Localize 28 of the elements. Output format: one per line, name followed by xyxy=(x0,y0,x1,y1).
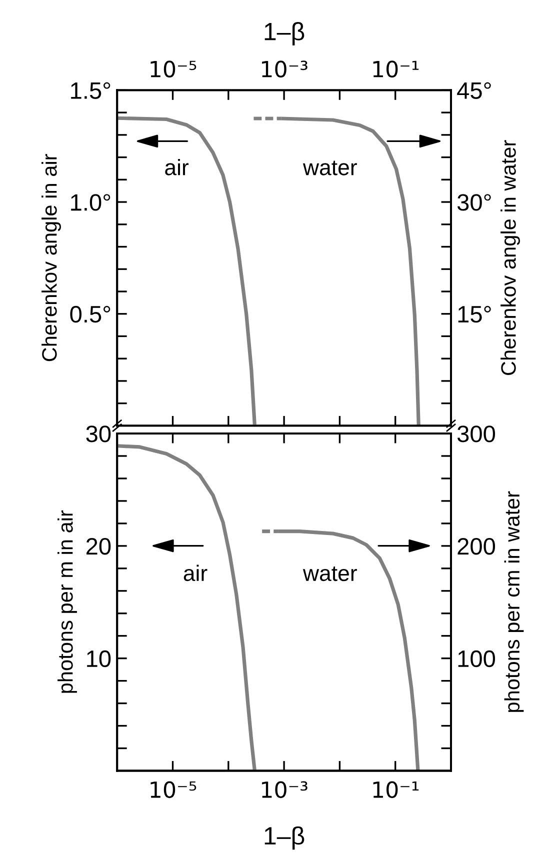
y-tick-label: 1.5° xyxy=(71,82,110,99)
y-tick-label: 1.0° xyxy=(71,194,110,211)
y-tick-label: 30 xyxy=(86,426,111,442)
y2-tick-label: 300 xyxy=(457,426,496,442)
annotation: water xyxy=(302,566,357,582)
x-tick-label: 10⁻¹ xyxy=(373,60,419,78)
x-tick-label: 10⁻³ xyxy=(262,60,308,78)
y2-tick-label: 200 xyxy=(458,538,496,555)
x-tick-label: 10⁻⁵ xyxy=(150,60,196,78)
y-axis-title: Cherenkov angle in air xyxy=(42,154,61,362)
y2-tick-label: 30° xyxy=(457,194,491,211)
x-tick-label: 10⁻¹ xyxy=(373,781,419,798)
y2-axis-title: Cherenkov angle in water xyxy=(500,140,520,375)
annotation: water xyxy=(302,160,357,176)
x-tick-label: 10⁻⁵ xyxy=(150,781,196,798)
y2-tick-label: 45° xyxy=(457,82,491,99)
y2-tick-label: 15° xyxy=(458,306,491,323)
y2-axis-title: photons per cm in water xyxy=(504,491,524,712)
annotation: air xyxy=(165,158,189,176)
x-axis-title: 1–β xyxy=(264,826,304,850)
annotation: air xyxy=(184,564,208,582)
y-tick-label: 0.5° xyxy=(70,306,110,323)
x-axis-title: 1–β xyxy=(264,22,304,46)
y-tick-label: 20 xyxy=(86,538,111,555)
x-tick-label: 10⁻³ xyxy=(262,781,308,798)
y2-tick-label: 100 xyxy=(458,650,496,668)
y-axis-title: photons per m in air xyxy=(58,510,77,693)
y-tick-label: 10 xyxy=(87,650,111,668)
